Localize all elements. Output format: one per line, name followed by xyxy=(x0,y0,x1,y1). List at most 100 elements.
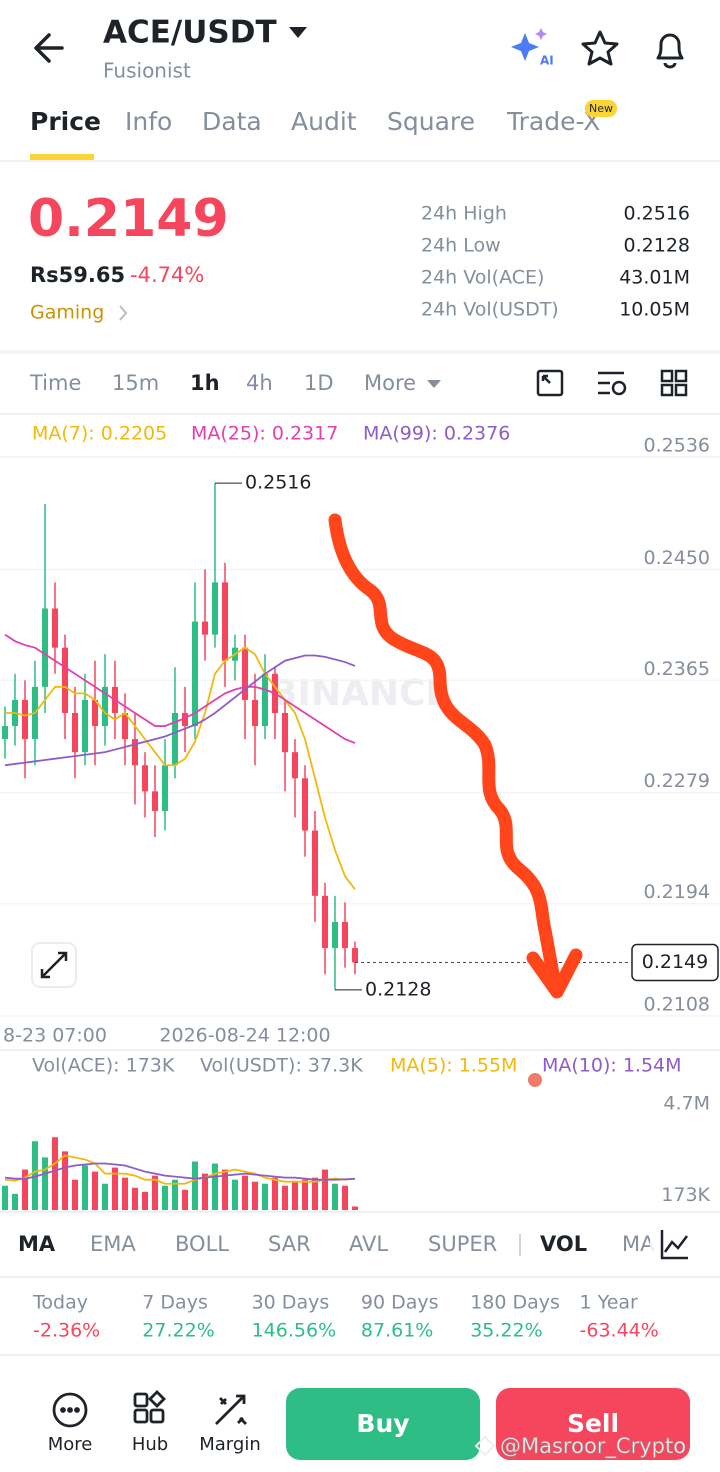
legend-entry: MA(25): 0.2317 xyxy=(191,423,338,445)
volume-bar xyxy=(292,1181,298,1210)
chart-tools[interactable] xyxy=(536,369,688,397)
stat-value: 0.2516 xyxy=(624,203,690,225)
buy-label: Buy xyxy=(356,1409,409,1438)
interval[interactable]: 15m xyxy=(112,371,159,395)
volume-bar xyxy=(192,1161,198,1210)
action-label[interactable]: More xyxy=(48,1434,93,1455)
volume-bar xyxy=(262,1183,268,1210)
period-change: 27.22% xyxy=(142,1320,214,1342)
candle-body xyxy=(352,948,358,963)
volume-bar xyxy=(172,1179,178,1210)
favorite-button[interactable] xyxy=(581,30,619,66)
candle-body xyxy=(2,726,8,740)
volume-bar xyxy=(272,1177,278,1210)
interval[interactable]: Time xyxy=(29,371,81,395)
volume-bar xyxy=(82,1165,88,1210)
volume-bar xyxy=(342,1185,348,1210)
candle-body xyxy=(142,765,148,792)
period-change: -2.36% xyxy=(33,1320,100,1342)
indicator-tab[interactable]: SAR xyxy=(268,1232,311,1256)
y-tick-label: 0.2450 xyxy=(644,547,710,569)
interval[interactable]: 1h xyxy=(190,371,220,395)
indicator-tab[interactable]: AVL xyxy=(349,1232,388,1256)
indicator-tab[interactable]: EMA xyxy=(90,1232,136,1256)
volume-bar xyxy=(282,1185,288,1210)
action-icons xyxy=(52,1390,247,1428)
legend-entry: Vol(ACE): 173K xyxy=(32,1055,175,1077)
sell-button[interactable] xyxy=(496,1388,690,1460)
candle-body xyxy=(332,921,338,949)
indicator-tab[interactable]: SUPER xyxy=(428,1232,497,1256)
low-label: 0.2128 xyxy=(365,978,431,1000)
candle-body xyxy=(202,621,208,635)
action-label[interactable]: Margin xyxy=(199,1434,260,1455)
stat-label: 24h Vol(USDT) xyxy=(421,299,559,321)
indicator-tab[interactable]: VOL xyxy=(540,1232,587,1256)
candle-body xyxy=(22,699,28,740)
sector-tag[interactable]: Gaming xyxy=(30,302,104,324)
interval[interactable]: 4h xyxy=(246,371,273,395)
candle-body xyxy=(262,673,268,727)
stat-label: 24h Low xyxy=(421,235,501,257)
candle-body xyxy=(292,752,298,779)
volume-bar xyxy=(312,1177,318,1210)
x-tick-label: 8-23 07:00 xyxy=(3,1025,107,1047)
volume-bar xyxy=(12,1193,18,1210)
stat-label: 24h Vol(ACE) xyxy=(421,267,544,289)
stat-label: 24h High xyxy=(421,203,507,225)
indicator-tab[interactable]: MA xyxy=(622,1232,655,1256)
volume-bar xyxy=(22,1169,28,1210)
legend-entry: MA(10): 1.54M xyxy=(542,1055,682,1077)
tab[interactable]: Square xyxy=(387,107,475,136)
buy-button[interactable] xyxy=(286,1388,480,1460)
x-tick-label: 2026-08-24 12:00 xyxy=(159,1025,330,1047)
interval[interactable]: More xyxy=(364,371,416,395)
ai-button[interactable]: AI xyxy=(511,28,554,68)
candle-body xyxy=(282,712,288,753)
drawn-arrowhead xyxy=(526,948,583,999)
ma-line xyxy=(5,646,356,890)
volume-bar xyxy=(182,1189,188,1210)
indicator-settings[interactable] xyxy=(660,1230,688,1260)
volume-bar xyxy=(112,1167,118,1210)
candle-body xyxy=(312,830,318,896)
y-tick-label: 0.2194 xyxy=(644,881,710,903)
tab[interactable]: Audit xyxy=(291,107,357,136)
more-caret xyxy=(427,380,441,388)
action-label[interactable]: Hub xyxy=(132,1434,168,1455)
credit-logo xyxy=(474,1435,496,1457)
volume-bar xyxy=(162,1185,168,1210)
period-label: 90 Days xyxy=(361,1292,439,1314)
tab[interactable]: Data xyxy=(202,107,262,136)
candle-body xyxy=(342,921,348,949)
volume-bar xyxy=(322,1169,328,1210)
candle-body xyxy=(72,712,78,753)
volume-ma-line xyxy=(4,1162,356,1181)
period-label: 180 Days xyxy=(470,1292,560,1314)
credit: @Masroor_Crypto xyxy=(500,1434,686,1459)
indicator-tab[interactable]: BOLL xyxy=(175,1232,229,1256)
expand-button[interactable] xyxy=(31,942,77,988)
legend-entry: MA(5): 1.55M xyxy=(390,1055,517,1077)
indicator-tab[interactable]: MA xyxy=(18,1232,56,1256)
tab[interactable]: Info xyxy=(125,107,172,136)
tab[interactable]: Trade-X xyxy=(506,107,600,136)
interval[interactable]: 1D xyxy=(304,371,334,395)
tab[interactable]: Price xyxy=(30,107,101,136)
volume-bar xyxy=(352,1206,358,1210)
y-tick-label: 0.2108 xyxy=(644,994,710,1016)
candle-body xyxy=(212,582,218,635)
alert-button[interactable] xyxy=(656,33,684,69)
volume-bar xyxy=(2,1185,8,1210)
last-price: 0.2149 xyxy=(28,189,229,249)
period-change: 87.61% xyxy=(361,1320,433,1342)
pair-dropdown[interactable] xyxy=(289,27,307,38)
candle-body xyxy=(192,621,198,727)
period-label: Today xyxy=(32,1292,88,1314)
volume-bar xyxy=(302,1179,308,1210)
back-button[interactable] xyxy=(34,33,64,63)
local-price: Rs59.65 xyxy=(30,263,125,287)
volume-bar xyxy=(332,1183,338,1210)
